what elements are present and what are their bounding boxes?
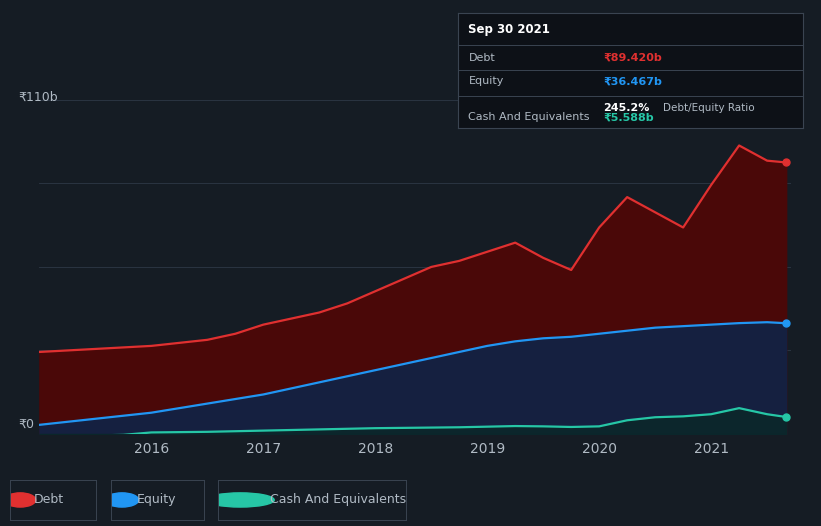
Circle shape [206,493,274,507]
Text: Debt/Equity Ratio: Debt/Equity Ratio [663,103,755,113]
Text: Cash And Equivalents: Cash And Equivalents [469,113,590,123]
Text: Cash And Equivalents: Cash And Equivalents [270,493,406,507]
Text: Debt: Debt [34,493,64,507]
Text: ₹89.420b: ₹89.420b [603,53,662,63]
Text: 245.2%: 245.2% [603,103,649,113]
Circle shape [105,493,139,507]
Circle shape [5,493,36,507]
Text: ₹0: ₹0 [18,418,34,431]
Text: Sep 30 2021: Sep 30 2021 [469,23,550,36]
Text: Equity: Equity [469,76,504,86]
Text: ₹110b: ₹110b [18,91,57,104]
Text: Debt: Debt [469,53,495,63]
Text: ₹36.467b: ₹36.467b [603,76,662,86]
Text: ₹5.588b: ₹5.588b [603,113,654,123]
Text: Equity: Equity [137,493,177,507]
